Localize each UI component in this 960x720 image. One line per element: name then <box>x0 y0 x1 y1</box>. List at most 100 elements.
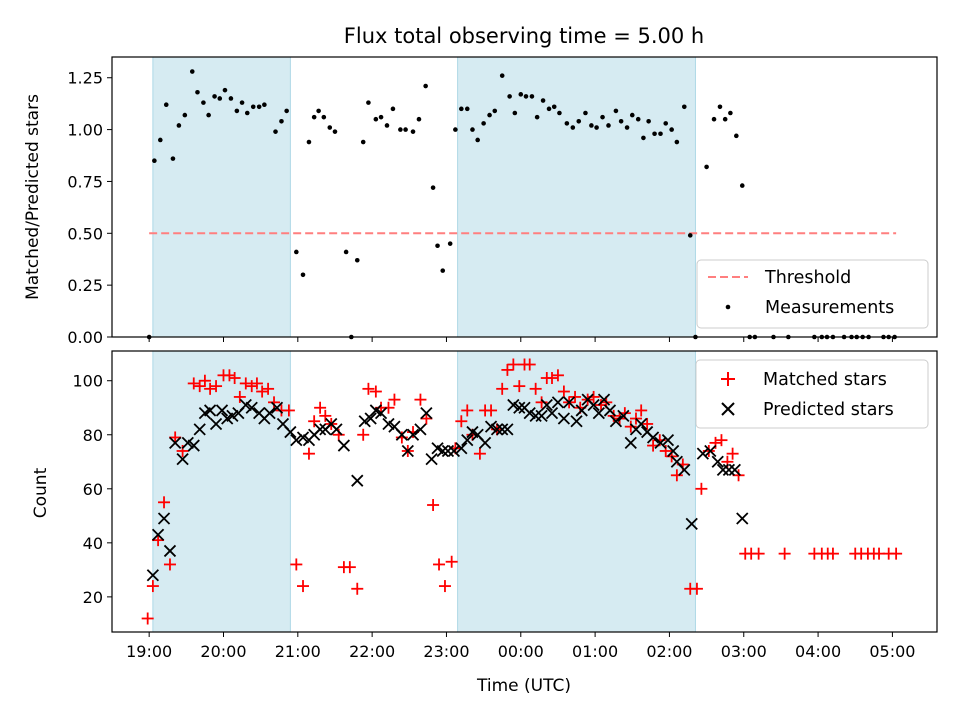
measurement-point <box>523 94 529 99</box>
measurement-point <box>163 102 169 108</box>
matched-star-marker <box>239 377 252 390</box>
measurement-point <box>182 112 188 118</box>
matched-star-marker <box>473 447 486 460</box>
predicted-star-marker <box>284 425 297 439</box>
predicted-star-marker <box>187 439 200 452</box>
y-tick-label: 40 <box>83 534 103 553</box>
matched-star-marker <box>198 374 211 387</box>
measurement-point <box>378 114 384 120</box>
measurement-point <box>564 121 570 126</box>
matched-star-marker <box>152 534 165 547</box>
measurement-point <box>641 135 646 141</box>
x-tick-label: 21:00 <box>275 642 321 661</box>
predicted-star-marker <box>523 407 536 420</box>
matched-legend-label: Matched stars <box>763 370 887 390</box>
measurement-point <box>234 108 240 114</box>
predicted-star-marker <box>667 444 680 458</box>
predicted-legend-swatch <box>721 402 735 416</box>
predicted-star-marker <box>575 404 588 417</box>
matched-star-marker <box>223 369 236 382</box>
shaded-interval-1 <box>152 350 291 633</box>
measurement-point <box>239 100 245 105</box>
predicted-star-marker <box>263 407 276 420</box>
matched-star-marker <box>529 382 542 395</box>
predicted-star-marker <box>146 569 160 582</box>
matched-star-marker <box>395 431 408 444</box>
predicted-star-marker <box>635 417 648 431</box>
predicted-star-marker <box>551 396 565 409</box>
measurement-point <box>512 110 518 116</box>
matched-star-marker <box>551 369 564 382</box>
predicted-star-marker <box>358 415 371 428</box>
predicted-star-marker <box>678 463 691 477</box>
matched-star-marker <box>169 431 182 444</box>
measurement-point <box>635 116 641 122</box>
matched-star-marker <box>535 396 548 409</box>
bottom-y-ticks: 20 40 60 80 100 <box>72 372 112 607</box>
measurement-point <box>321 114 327 120</box>
predicted-star-marker <box>654 436 667 450</box>
measurement-point <box>557 110 562 116</box>
predicted-star-marker <box>226 409 239 422</box>
measurement-point <box>250 104 256 110</box>
measurement-point <box>646 118 651 124</box>
predicted-star-marker <box>245 401 258 414</box>
matched-star-marker <box>319 409 332 422</box>
predicted-star-marker <box>169 436 182 450</box>
predicted-star-marker <box>395 428 409 441</box>
predicted-star-marker <box>290 434 303 447</box>
matched-star-marker <box>752 547 765 560</box>
predicted-star-marker <box>364 412 377 425</box>
predicted-star-marker <box>501 423 514 436</box>
matched-star-marker <box>569 390 582 403</box>
top-x-ticks <box>148 337 893 342</box>
predicted-star-marker <box>587 398 600 412</box>
measurement-point <box>459 106 464 112</box>
bottom-legend: Matched stars Predicted stars <box>695 359 929 429</box>
predicted-star-marker <box>420 407 433 420</box>
measurement-point <box>583 110 588 116</box>
measurement-point <box>440 268 446 273</box>
measurement-point <box>373 116 379 122</box>
predicted-star-marker <box>685 517 698 531</box>
predicted-star-marker <box>696 447 710 460</box>
figure-title: Flux total observing time = 5.00 h <box>344 24 704 48</box>
measurement-point <box>279 118 284 124</box>
measurement-point <box>540 98 546 103</box>
bottom-shaded-intervals <box>152 350 696 633</box>
measurement-point <box>327 125 333 130</box>
measurement-point <box>366 100 371 105</box>
matched-star-marker <box>369 385 382 398</box>
matched-star-marker <box>362 382 375 395</box>
matched-star-marker <box>695 482 708 495</box>
predicted-star-marker <box>337 439 351 452</box>
bottom-axes-frame <box>111 350 938 633</box>
predicted-star-marker <box>455 442 468 455</box>
predicted-star-marker <box>545 407 559 420</box>
measurement-point <box>206 112 211 118</box>
matched-star-marker <box>641 417 654 430</box>
predicted-star-marker <box>313 423 327 436</box>
measurement-point <box>343 249 349 255</box>
predicted-star-marker <box>239 398 252 412</box>
measurement-point <box>300 272 306 278</box>
matched-star-marker <box>455 415 468 428</box>
measurements-legend-label: Measurements <box>765 298 894 318</box>
measurement-point <box>546 106 552 112</box>
measurement-point <box>170 156 176 161</box>
matched-star-marker <box>204 382 217 395</box>
matched-star-marker <box>523 358 536 371</box>
predicted-star-marker <box>436 444 449 458</box>
predicted-star-marker <box>513 401 526 414</box>
measurement-point <box>704 164 709 170</box>
measurement-point <box>618 118 624 124</box>
y-tick-label: 60 <box>83 480 103 499</box>
measurement-point <box>354 257 360 263</box>
measurement-point <box>398 127 403 132</box>
matched-star-marker <box>382 401 395 414</box>
matched-star-marker <box>890 547 903 560</box>
shaded-interval-1 <box>152 56 291 338</box>
matched-star-marker <box>351 582 364 595</box>
x-tick-label: 22:00 <box>349 642 395 661</box>
measurement-point <box>316 108 321 114</box>
